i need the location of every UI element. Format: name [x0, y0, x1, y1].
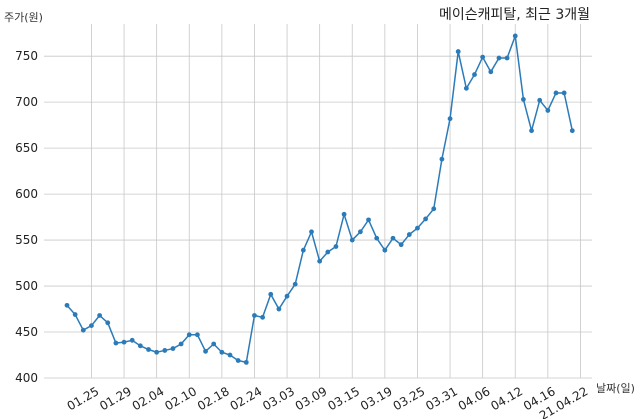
data-point: [72, 312, 78, 317]
data-point: [252, 313, 257, 318]
data-point: [488, 69, 494, 75]
x-tick-label: 02.18: [195, 384, 232, 413]
axis-layer: 40045050055060065070075001.2501.2902.040…: [15, 49, 590, 419]
data-point: [569, 128, 575, 134]
data-point: [439, 156, 445, 162]
x-tick-label: 01.29: [97, 384, 134, 413]
data-point: [113, 340, 119, 346]
data-point: [341, 211, 347, 217]
data-point: [415, 225, 420, 231]
data-point: [64, 302, 70, 308]
data-point: [170, 346, 176, 351]
data-point: [472, 72, 477, 77]
data-point: [309, 229, 314, 235]
x-tick-label: 02.04: [130, 384, 167, 413]
data-point: [382, 247, 388, 253]
data-point: [195, 332, 200, 338]
data-point: [227, 352, 233, 358]
x-tick-label: 02.10: [162, 384, 199, 413]
data-point: [512, 33, 518, 39]
data-point: [545, 108, 551, 113]
data-point: [504, 55, 510, 61]
data-point: [260, 314, 265, 320]
y-tick-label: 500: [15, 279, 38, 293]
data-point: [537, 97, 543, 103]
y-axis-label: 주가(원): [4, 11, 43, 24]
y-tick-label: 650: [15, 141, 38, 155]
data-point: [463, 85, 469, 91]
data-point: [276, 306, 282, 312]
data-point: [129, 337, 135, 343]
data-point: [121, 339, 127, 345]
y-tick-label: 450: [15, 325, 38, 339]
data-point: [292, 281, 298, 287]
data-point: [431, 206, 437, 212]
data-point: [333, 244, 339, 249]
data-point: [325, 249, 331, 255]
data-point: [105, 320, 111, 326]
data-point: [496, 55, 502, 61]
x-axis-label: 날짜(일): [596, 381, 635, 395]
x-tick-label: 03.31: [423, 384, 460, 413]
data-point: [561, 90, 567, 96]
data-point: [137, 343, 143, 349]
data-point: [178, 341, 184, 347]
data-point: [243, 359, 249, 365]
data-point: [284, 293, 290, 299]
y-tick-label: 550: [15, 233, 38, 247]
data-point: [374, 235, 380, 241]
data-point: [317, 258, 323, 264]
x-tick-label: 01.25: [65, 384, 102, 413]
x-tick-label: 02.24: [228, 384, 265, 413]
data-point: [219, 349, 225, 355]
data-point: [366, 217, 371, 223]
data-point: [349, 237, 355, 243]
data-point: [97, 313, 102, 318]
y-tick-label: 750: [15, 49, 38, 63]
data-point: [423, 216, 428, 222]
data-point: [398, 242, 404, 248]
chart-title: 메이슨캐피탈, 최근 3개월: [439, 7, 590, 23]
data-point: [455, 49, 461, 54]
data-point: [553, 90, 559, 96]
data-point: [521, 96, 526, 102]
x-tick-label: 04.12: [488, 384, 525, 413]
data-point: [268, 291, 274, 297]
x-tick-label: 03.03: [260, 384, 297, 413]
x-tick-label: 03.19: [358, 384, 395, 413]
data-point: [203, 348, 208, 354]
data-point: [235, 358, 241, 363]
data-point: [480, 54, 486, 60]
y-tick-label: 600: [15, 187, 38, 201]
data-point: [186, 332, 192, 338]
data-point: [146, 347, 151, 352]
data-point: [358, 229, 363, 235]
data-point: [89, 323, 94, 328]
data-point: [529, 128, 534, 134]
x-tick-label: 03.15: [325, 384, 362, 413]
grid-layer: [44, 24, 592, 379]
x-tick-label: 03.09: [293, 384, 330, 413]
x-tick-label: 03.25: [391, 384, 428, 413]
y-tick-label: 400: [15, 371, 38, 385]
data-point: [162, 348, 168, 353]
series-layer: [64, 33, 575, 365]
data-point: [447, 116, 453, 122]
y-tick-label: 700: [15, 95, 38, 109]
data-point: [390, 235, 396, 241]
data-point: [300, 247, 306, 253]
x-tick-label: 04.06: [456, 384, 493, 413]
data-point: [406, 232, 412, 237]
data-point: [211, 341, 217, 347]
data-point: [80, 327, 86, 333]
data-point: [154, 349, 160, 355]
